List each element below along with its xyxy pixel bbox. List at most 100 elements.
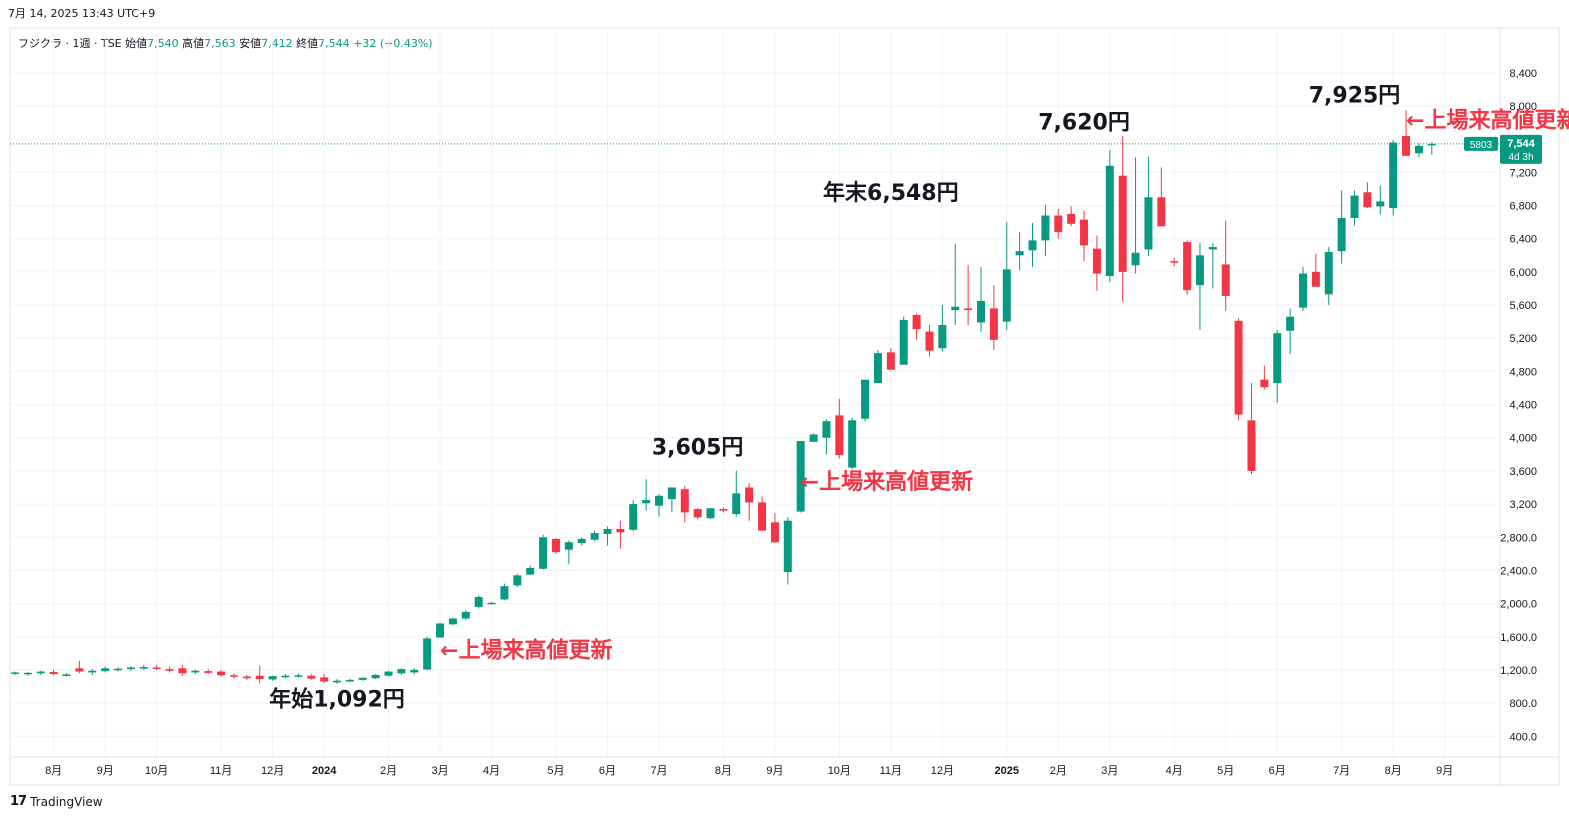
candle-body[interactable] <box>603 528 612 534</box>
candle-body[interactable] <box>1157 197 1166 227</box>
candle-body[interactable] <box>268 676 277 680</box>
candle-body[interactable] <box>1208 247 1217 250</box>
candle-body[interactable] <box>307 675 316 679</box>
candle-body[interactable] <box>577 538 586 544</box>
candle-body[interactable] <box>1402 135 1411 156</box>
candle-body[interactable] <box>1221 264 1230 296</box>
candle-body[interactable] <box>178 668 187 674</box>
candle-body[interactable] <box>384 671 393 676</box>
candle-body[interactable] <box>217 671 226 676</box>
candle-body[interactable] <box>564 542 573 550</box>
candle-body[interactable] <box>345 679 354 682</box>
candle-body[interactable] <box>783 520 792 573</box>
candle-body[interactable] <box>989 308 998 340</box>
candle-body[interactable] <box>1092 248 1101 274</box>
candle-body[interactable] <box>912 315 921 330</box>
candle-body[interactable] <box>191 670 200 673</box>
candle-body[interactable] <box>126 667 135 670</box>
brand-name[interactable]: TradingView <box>30 794 103 809</box>
candle-body[interactable] <box>242 676 251 679</box>
candle-body[interactable] <box>436 623 445 638</box>
candle-body[interactable] <box>371 674 380 679</box>
candle-body[interactable] <box>822 421 831 438</box>
candle-body[interactable] <box>423 638 432 670</box>
candle-body[interactable] <box>1118 175 1127 272</box>
candle-body[interactable] <box>680 489 689 513</box>
candle-body[interactable] <box>204 671 213 673</box>
candle-body[interactable] <box>745 487 754 503</box>
candle-body[interactable] <box>229 675 238 677</box>
candle-body[interactable] <box>809 434 818 442</box>
candle-body[interactable] <box>152 667 161 669</box>
candle-body[interactable] <box>500 586 509 600</box>
candle-body[interactable] <box>1144 197 1153 250</box>
candle-body[interactable] <box>333 680 341 683</box>
candle-body[interactable] <box>977 300 985 323</box>
candle-body[interactable] <box>758 502 767 531</box>
candle-body[interactable] <box>861 379 870 419</box>
candle-body[interactable] <box>1299 273 1307 308</box>
candle-body[interactable] <box>474 596 483 607</box>
candle-body[interactable] <box>719 509 728 511</box>
candle-body[interactable] <box>1080 219 1089 246</box>
candle-body[interactable] <box>770 522 779 543</box>
candle-body[interactable] <box>693 509 702 518</box>
candle-body[interactable] <box>1376 201 1385 207</box>
candle-body[interactable] <box>281 675 290 678</box>
candle-body[interactable] <box>11 672 19 674</box>
candle-body[interactable] <box>1311 271 1320 287</box>
candle-body[interactable] <box>23 672 32 675</box>
candle-body[interactable] <box>951 306 960 311</box>
candle-body[interactable] <box>358 677 367 680</box>
candle-body[interactable] <box>1054 215 1063 233</box>
candle-body[interactable] <box>1131 252 1140 266</box>
candle-body[interactable] <box>1414 145 1423 154</box>
candle-body[interactable] <box>732 493 741 515</box>
candle-body[interactable] <box>526 567 535 575</box>
candle-body[interactable] <box>294 675 303 677</box>
candle-body[interactable] <box>1363 192 1372 208</box>
candle-body[interactable] <box>88 670 97 673</box>
candle-body[interactable] <box>1028 240 1037 251</box>
candle-body[interactable] <box>1183 242 1192 291</box>
candle-body[interactable] <box>642 499 651 504</box>
candle-body[interactable] <box>925 331 934 351</box>
candle-body[interactable] <box>114 668 123 671</box>
candle-body[interactable] <box>1234 320 1243 415</box>
candle-body[interactable] <box>1389 142 1398 209</box>
candle-body[interactable] <box>165 669 174 671</box>
candle-body[interactable] <box>873 353 882 384</box>
candle-body[interactable] <box>655 495 663 506</box>
candle-body[interactable] <box>1195 255 1204 286</box>
candle-body[interactable] <box>848 420 857 468</box>
candle-body[interactable] <box>1067 213 1076 224</box>
candle-body[interactable] <box>36 671 45 674</box>
candle-body[interactable] <box>1170 261 1179 263</box>
candle-body[interactable] <box>487 602 496 605</box>
candle-body[interactable] <box>397 669 406 674</box>
candle-body[interactable] <box>1105 165 1114 277</box>
candle-body[interactable] <box>590 533 599 540</box>
candle-body[interactable] <box>706 508 715 519</box>
candle-body[interactable] <box>835 415 844 456</box>
candle-body[interactable] <box>513 575 522 586</box>
candlestick-chart[interactable]: 400.0 800.0 1,200.0 1,600.0 2,000.0 2,400.0 2,… <box>0 0 1569 790</box>
candle-body[interactable] <box>629 504 638 530</box>
candle-body[interactable] <box>938 324 947 349</box>
symbol-name[interactable]: フジクラ · 1週 · TSE <box>18 37 122 50</box>
candle-body[interactable] <box>461 611 470 619</box>
candle-body[interactable] <box>964 308 973 311</box>
candle-body[interactable] <box>616 528 625 533</box>
candle-body[interactable] <box>1247 420 1256 471</box>
candle-body[interactable] <box>1427 143 1436 146</box>
candle-body[interactable] <box>75 668 84 672</box>
candle-body[interactable] <box>62 674 71 676</box>
candle-body[interactable] <box>448 618 457 625</box>
candle-body[interactable] <box>1350 195 1359 218</box>
candle-body[interactable] <box>667 487 676 500</box>
candle-body[interactable] <box>1286 316 1295 331</box>
candle-body[interactable] <box>551 538 560 553</box>
candle-body[interactable] <box>796 441 805 512</box>
candle-body[interactable] <box>539 537 548 569</box>
candle-body[interactable] <box>1260 379 1269 388</box>
